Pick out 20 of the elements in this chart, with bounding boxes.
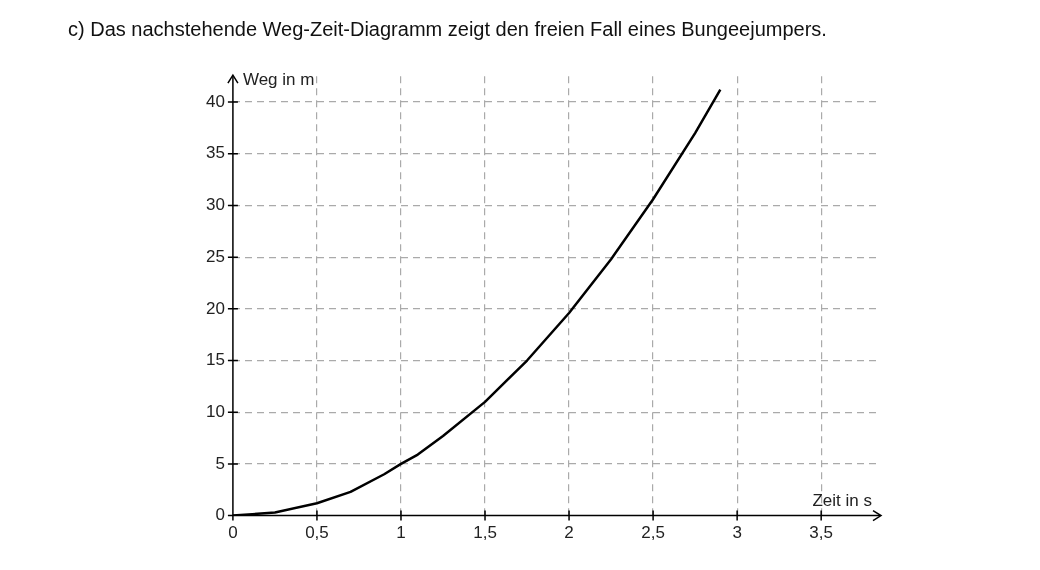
x-tick-label: 1,5 (473, 523, 497, 543)
x-tick-label: 3 (732, 523, 742, 543)
y-tick-label: 35 (205, 143, 225, 163)
y-tick-label: 10 (205, 401, 225, 421)
x-tick-label: 0 (228, 523, 238, 543)
y-tick-label: 40 (205, 91, 225, 111)
y-tick-label: 5 (215, 453, 225, 473)
chart-title: c) Das nachstehende Weg-Zeit-Diagramm zeigt den freien Fall eines Bungeejumpers. (68, 18, 827, 41)
x-tick-label: 2,5 (641, 523, 665, 543)
y-tick-label: 20 (205, 298, 225, 318)
y-tick-label: 0 (215, 505, 225, 525)
y-axis-title: Weg in m (242, 69, 315, 89)
x-tick-label: 2 (564, 523, 574, 543)
x-tick-label: 3,5 (809, 523, 833, 543)
x-tick-label: 0,5 (305, 523, 329, 543)
y-tick-label: 15 (205, 350, 225, 370)
y-tick-label: 30 (205, 195, 225, 215)
x-tick-label: 1 (396, 523, 406, 543)
y-tick-label: 25 (205, 246, 225, 266)
x-axis-title: Zeit in s (812, 490, 872, 510)
